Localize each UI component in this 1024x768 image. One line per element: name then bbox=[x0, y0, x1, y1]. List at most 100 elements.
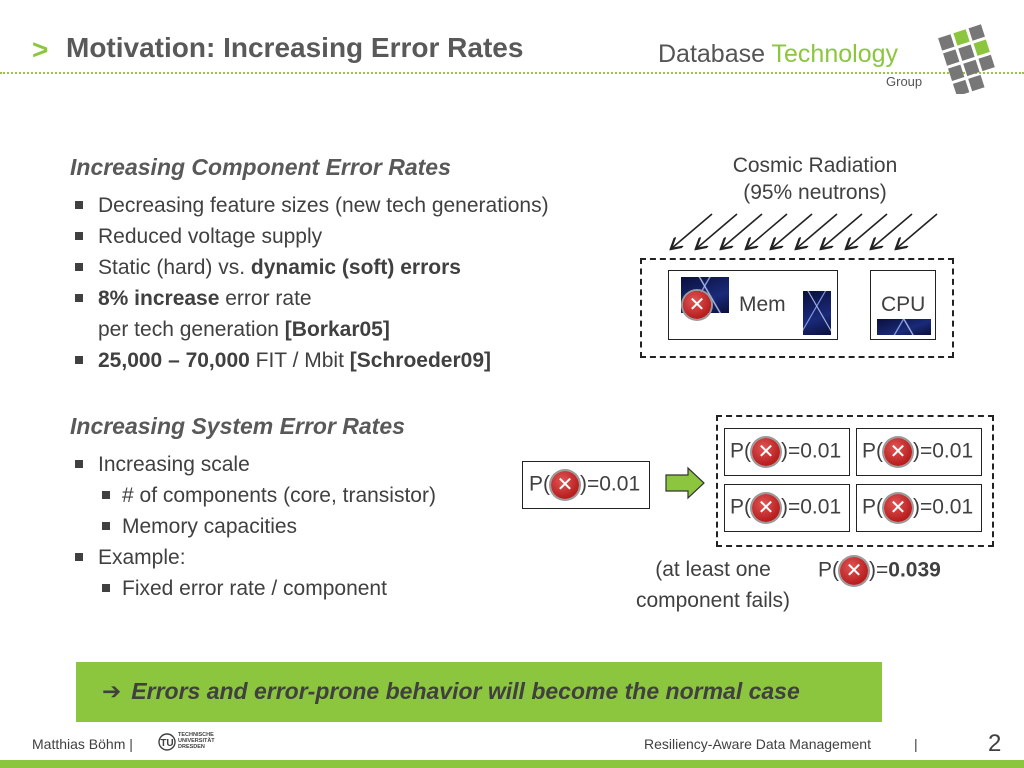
title-arrow: > bbox=[32, 34, 49, 65]
multi-component-boundary bbox=[716, 415, 994, 547]
radiation-label-line1: Cosmic Radiation bbox=[732, 154, 898, 177]
list-sub-item: Fixed error rate / component bbox=[70, 573, 436, 604]
conclusion-text: ➔ Errors and error-prone behavior will be… bbox=[102, 678, 800, 705]
list-sub-item: Memory capacities bbox=[70, 511, 436, 542]
footer-course: Resiliency-Aware Data Management bbox=[644, 736, 871, 752]
course-title: Resiliency-Aware Data Management bbox=[644, 736, 871, 752]
bullet-bold-text: 8% increase bbox=[98, 287, 220, 310]
single-component-box: P(✕)=0.01 bbox=[522, 461, 650, 509]
result-probability: P(✕)=0.039 bbox=[818, 557, 941, 585]
system-bullet-list: Increasing scale # of components (core, … bbox=[70, 449, 436, 604]
radiation-arrow bbox=[797, 213, 838, 248]
prob-open: P( bbox=[730, 439, 751, 463]
bullet-text: Example: bbox=[98, 546, 186, 569]
error-x-icon: ✕ bbox=[683, 291, 711, 319]
list-item: Static (hard) vs. dynamic (soft) errors bbox=[70, 252, 549, 283]
error-x-icon: ✕ bbox=[884, 438, 912, 466]
list-item: Increasing scale bbox=[70, 449, 436, 480]
arrow-right-icon: ➔ bbox=[102, 678, 122, 704]
component-probability: P(✕)=0.01 bbox=[730, 438, 841, 466]
list-item: Reduced voltage supply bbox=[70, 221, 549, 252]
prob-close: )= bbox=[869, 558, 889, 582]
prob-value: )=0.01 bbox=[913, 495, 974, 519]
list-sub-item: # of components (core, transistor) bbox=[70, 480, 436, 511]
university-line: DRESDEN bbox=[178, 744, 205, 750]
university-line: UNIVERSITÄT bbox=[178, 738, 215, 744]
bullet-text: Reduced voltage supply bbox=[98, 225, 323, 248]
prob-value: )=0.01 bbox=[580, 472, 641, 496]
citation: [Borkar05] bbox=[284, 318, 390, 341]
bullet-text: Increasing scale bbox=[98, 453, 250, 476]
lightning-image bbox=[877, 319, 931, 335]
error-x-icon: ✕ bbox=[840, 557, 868, 585]
failure-note: (at least one component fails) bbox=[610, 554, 816, 616]
prob-open: P( bbox=[529, 472, 550, 496]
svg-text:TU: TU bbox=[160, 738, 173, 749]
section-heading-system: Increasing System Error Rates bbox=[70, 413, 405, 439]
component-box: P(✕)=0.01 bbox=[724, 484, 850, 532]
radiation-label-line2: (95% neutrons) bbox=[743, 181, 887, 204]
component-bullet-list: Decreasing feature sizes (new tech gener… bbox=[70, 190, 549, 376]
prob-value: )=0.01 bbox=[781, 495, 842, 519]
bullet-text: Decreasing feature sizes (new tech gener… bbox=[98, 194, 549, 217]
component-box: P(✕)=0.01 bbox=[856, 428, 982, 476]
university-line: TECHNISCHE bbox=[178, 732, 214, 738]
error-x-icon: ✕ bbox=[884, 494, 912, 522]
radiation-arrow bbox=[747, 213, 788, 248]
prob-open: P( bbox=[818, 558, 839, 582]
radiation-arrow bbox=[672, 213, 713, 248]
bullet-text: # of components (core, transistor) bbox=[122, 484, 436, 507]
footer-author: Matthias Böhm | bbox=[32, 736, 133, 752]
bullet-text: Memory capacities bbox=[122, 515, 298, 538]
prob-value: )=0.01 bbox=[913, 439, 974, 463]
lightning-image bbox=[803, 291, 831, 335]
footer-bar bbox=[0, 760, 1024, 768]
citation: [Schroeder09] bbox=[349, 349, 491, 372]
page-number: 2 bbox=[988, 730, 1002, 757]
list-item: Example: bbox=[70, 542, 436, 573]
prob-open: P( bbox=[862, 439, 883, 463]
bullet-text: Static (hard) vs. bbox=[98, 256, 251, 279]
prob-open: P( bbox=[730, 495, 751, 519]
university-name: TECHNISCHE UNIVERSITÄT DRESDEN bbox=[178, 732, 215, 750]
bullet-text: FIT / Mbit bbox=[249, 349, 350, 372]
conclusion-banner bbox=[76, 662, 882, 722]
result-value: 0.039 bbox=[888, 558, 941, 582]
radiation-arrow bbox=[847, 213, 888, 248]
logo-database-word: Database bbox=[658, 40, 766, 68]
university-emblem-icon: TU bbox=[158, 733, 176, 751]
cpu-label: CPU bbox=[881, 293, 926, 316]
system-boundary bbox=[640, 258, 954, 358]
conclusion-statement: Errors and error-prone behavior will bec… bbox=[131, 678, 800, 704]
component-probability: P(✕)=0.01 bbox=[730, 494, 841, 522]
radiation-arrow bbox=[722, 213, 763, 248]
component-probability: P(✕)=0.01 bbox=[862, 438, 973, 466]
radiation-label: Cosmic Radiation (95% neutrons) bbox=[700, 154, 930, 205]
radiation-arrow bbox=[822, 213, 863, 248]
university-logo: TU TECHNISCHE UNIVERSITÄT DRESDEN bbox=[158, 732, 220, 752]
cpu-box: CPU bbox=[870, 270, 936, 340]
footer-separator-right: | bbox=[914, 736, 918, 752]
section-heading-component: Increasing Component Error Rates bbox=[70, 154, 451, 180]
memory-box: ✕ Mem bbox=[668, 270, 838, 340]
logo-text: Database Technology bbox=[658, 40, 898, 69]
memory-label: Mem bbox=[739, 293, 786, 316]
component-probability: P(✕)=0.01 bbox=[862, 494, 973, 522]
bullet-bold-text: 25,000 – 70,000 bbox=[98, 349, 250, 372]
prob-value: )=0.01 bbox=[781, 439, 842, 463]
page-title: Motivation: Increasing Error Rates bbox=[66, 32, 524, 63]
list-item: Decreasing feature sizes (new tech gener… bbox=[70, 190, 549, 221]
component-box: P(✕)=0.01 bbox=[724, 428, 850, 476]
prob-open: P( bbox=[862, 495, 883, 519]
bullet-bold-text: dynamic (soft) errors bbox=[250, 256, 461, 279]
bullet-text: error rate bbox=[219, 287, 312, 310]
logo-group-word: Group bbox=[886, 74, 923, 89]
author-name: Matthias Böhm bbox=[32, 736, 126, 752]
radiation-arrows bbox=[660, 213, 938, 256]
failure-note-line1: (at least one bbox=[655, 558, 771, 581]
header-divider bbox=[0, 72, 1024, 74]
radiation-arrow bbox=[872, 213, 913, 248]
failure-note-line2: component fails) bbox=[635, 589, 791, 612]
logo-grid-icon bbox=[938, 24, 995, 94]
green-arrow-icon bbox=[665, 466, 705, 500]
